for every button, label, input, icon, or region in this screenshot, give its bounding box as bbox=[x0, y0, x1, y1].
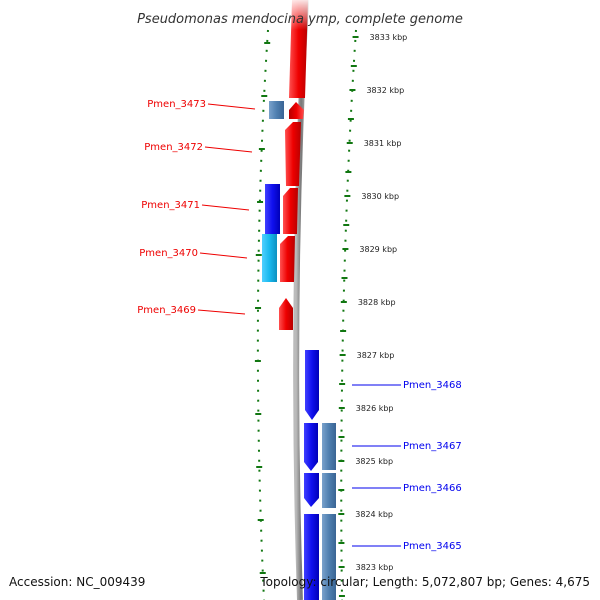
blue-box-3471[interactable] bbox=[265, 184, 280, 234]
left-dotted-track bbox=[256, 29, 269, 600]
scale-tick-label: 3830 kbp bbox=[361, 192, 399, 201]
scale-tick-label: 3827 kbp bbox=[357, 351, 395, 360]
red-cds-3472[interactable] bbox=[285, 122, 301, 186]
forward-strand-genes bbox=[304, 350, 336, 600]
gene-callout-line bbox=[201, 204, 250, 211]
gene-callout-line bbox=[207, 103, 256, 110]
blue-cds-3468[interactable] bbox=[305, 350, 319, 420]
gene-label-pmen_3466[interactable]: Pmen_3466 bbox=[403, 483, 462, 494]
red-cds-3471[interactable] bbox=[283, 188, 298, 234]
gene-label-pmen_3471[interactable]: Pmen_3471 bbox=[141, 200, 200, 211]
gene-label-pmen_3470[interactable]: Pmen_3470 bbox=[139, 248, 198, 259]
scale-tick-label: 3831 kbp bbox=[364, 139, 402, 148]
gene-label-pmen_3468[interactable]: Pmen_3468 bbox=[403, 380, 462, 391]
steel-box-3465[interactable] bbox=[322, 514, 336, 600]
scale-tick-label: 3826 kbp bbox=[356, 404, 394, 413]
blue-cds-3465[interactable] bbox=[304, 514, 319, 600]
gene-label-pmen_3467[interactable]: Pmen_3467 bbox=[403, 441, 462, 452]
genome-title: Pseudomonas mendocina ymp, complete geno… bbox=[137, 12, 463, 27]
red-cds-3470[interactable] bbox=[280, 236, 295, 282]
scale-tick-label: 3829 kbp bbox=[359, 245, 397, 254]
gene-callout-line bbox=[204, 146, 253, 153]
reverse-strand-genes bbox=[279, 0, 312, 330]
gene-callout-line bbox=[197, 309, 246, 315]
scale-tick-label: 3828 kbp bbox=[358, 298, 396, 307]
blue-cds-3466[interactable] bbox=[304, 473, 319, 507]
gene-callout-line bbox=[199, 252, 248, 259]
accession-label: Accession: NC_009439 bbox=[9, 575, 145, 589]
steel-box-3466[interactable] bbox=[322, 473, 336, 508]
reverse-gene-labels: Pmen_3473 Pmen_3472 Pmen_3471 Pmen_3470 Pmen… bbox=[137, 99, 256, 316]
red-cds-3469[interactable] bbox=[279, 298, 293, 330]
scale-tick-label: 3825 kbp bbox=[355, 457, 393, 466]
gene-label-pmen_3469[interactable]: Pmen_3469 bbox=[137, 305, 196, 316]
scale-tick-label: 3832 kbp bbox=[366, 86, 404, 95]
steel-box-3467[interactable] bbox=[322, 423, 336, 470]
scale-tick-label: 3823 kbp bbox=[356, 563, 394, 572]
red-cds-3473[interactable] bbox=[289, 102, 304, 119]
topology-label: Topology: circular; Length: 5,072,807 bp… bbox=[259, 575, 590, 589]
top-fade bbox=[286, 0, 312, 30]
left-feature-boxes bbox=[262, 101, 284, 282]
cyan-box-3470[interactable] bbox=[262, 234, 277, 282]
steel-box-3473[interactable] bbox=[269, 101, 284, 119]
gene-label-pmen_3473[interactable]: Pmen_3473 bbox=[147, 99, 206, 110]
gene-label-pmen_3472[interactable]: Pmen_3472 bbox=[144, 142, 203, 153]
gene-label-pmen_3465[interactable]: Pmen_3465 bbox=[403, 541, 462, 552]
blue-cds-3467[interactable] bbox=[304, 423, 318, 471]
scale-ticks: 3833 kbp 3832 kbp 3831 kbp 3830 kbp 3829 kbp… bbox=[338, 33, 407, 572]
scale-tick-label: 3833 kbp bbox=[370, 33, 408, 42]
scale-minor-ticks bbox=[254, 42, 357, 597]
scale-tick-label: 3824 kbp bbox=[355, 510, 393, 519]
forward-gene-labels: Pmen_3468 Pmen_3467 Pmen_3466 Pmen_3465 bbox=[352, 380, 462, 552]
